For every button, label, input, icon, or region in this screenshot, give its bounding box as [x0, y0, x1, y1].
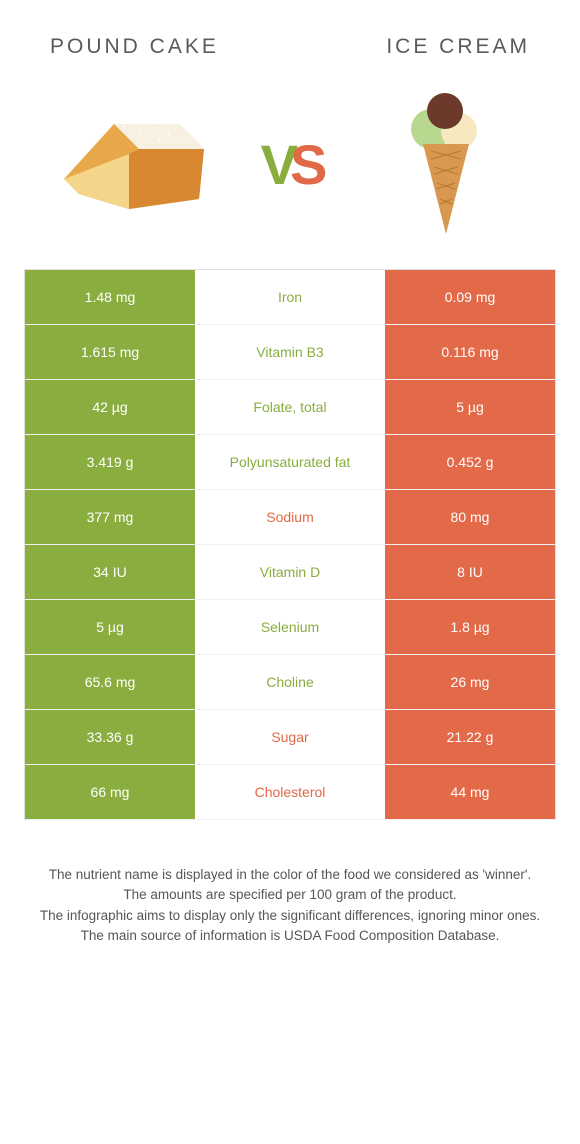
- right-value: 0.452 g: [385, 435, 555, 489]
- right-value: 44 mg: [385, 765, 555, 819]
- left-value: 33.36 g: [25, 710, 195, 764]
- nutrient-name: Choline: [195, 655, 385, 709]
- ice-cream-image: [366, 94, 526, 234]
- table-row: 42 µgFolate, total5 µg: [25, 380, 555, 435]
- nutrition-table: 1.48 mgIron0.09 mg1.615 mgVitamin B30.11…: [24, 269, 556, 820]
- right-value: 0.116 mg: [385, 325, 555, 379]
- right-value: 21.22 g: [385, 710, 555, 764]
- header: Pound cake Ice cream: [0, 0, 580, 69]
- food-title-right: Ice cream: [386, 35, 530, 59]
- table-row: 33.36 gSugar21.22 g: [25, 710, 555, 765]
- right-value: 80 mg: [385, 490, 555, 544]
- nutrient-name: Iron: [195, 270, 385, 324]
- left-value: 3.419 g: [25, 435, 195, 489]
- table-row: 1.48 mgIron0.09 mg: [25, 270, 555, 325]
- footer-line-4: The main source of information is USDA F…: [34, 926, 546, 946]
- left-value: 5 µg: [25, 600, 195, 654]
- footer-notes: The nutrient name is displayed in the co…: [0, 820, 580, 946]
- right-value: 8 IU: [385, 545, 555, 599]
- table-row: 5 µgSelenium1.8 µg: [25, 600, 555, 655]
- nutrient-name: Sodium: [195, 490, 385, 544]
- pound-cake-image: [54, 94, 214, 234]
- footer-line-2: The amounts are specified per 100 gram o…: [34, 885, 546, 905]
- nutrient-name: Cholesterol: [195, 765, 385, 819]
- table-row: 34 IUVitamin D8 IU: [25, 545, 555, 600]
- nutrient-name: Selenium: [195, 600, 385, 654]
- table-row: 377 mgSodium80 mg: [25, 490, 555, 545]
- food-title-left: Pound cake: [50, 35, 219, 59]
- ice-cream-icon: [401, 89, 491, 239]
- nutrient-name: Polyunsaturated fat: [195, 435, 385, 489]
- table-row: 65.6 mgCholine26 mg: [25, 655, 555, 710]
- footer-line-1: The nutrient name is displayed in the co…: [34, 865, 546, 885]
- left-value: 1.48 mg: [25, 270, 195, 324]
- vs-v-letter: V: [261, 133, 290, 196]
- vs-s-letter: S: [290, 133, 319, 196]
- left-value: 66 mg: [25, 765, 195, 819]
- right-value: 0.09 mg: [385, 270, 555, 324]
- right-value: 5 µg: [385, 380, 555, 434]
- left-value: 377 mg: [25, 490, 195, 544]
- footer-line-3: The infographic aims to display only the…: [34, 906, 546, 926]
- nutrient-name: Vitamin B3: [195, 325, 385, 379]
- nutrient-name: Sugar: [195, 710, 385, 764]
- nutrient-name: Folate, total: [195, 380, 385, 434]
- cake-icon: [59, 109, 209, 219]
- table-row: 66 mgCholesterol44 mg: [25, 765, 555, 820]
- right-value: 1.8 µg: [385, 600, 555, 654]
- right-value: 26 mg: [385, 655, 555, 709]
- left-value: 1.615 mg: [25, 325, 195, 379]
- nutrient-name: Vitamin D: [195, 545, 385, 599]
- vs-section: VS: [0, 69, 580, 269]
- left-value: 65.6 mg: [25, 655, 195, 709]
- table-row: 3.419 gPolyunsaturated fat0.452 g: [25, 435, 555, 490]
- left-value: 42 µg: [25, 380, 195, 434]
- table-row: 1.615 mgVitamin B30.116 mg: [25, 325, 555, 380]
- left-value: 34 IU: [25, 545, 195, 599]
- vs-label: VS: [261, 132, 320, 197]
